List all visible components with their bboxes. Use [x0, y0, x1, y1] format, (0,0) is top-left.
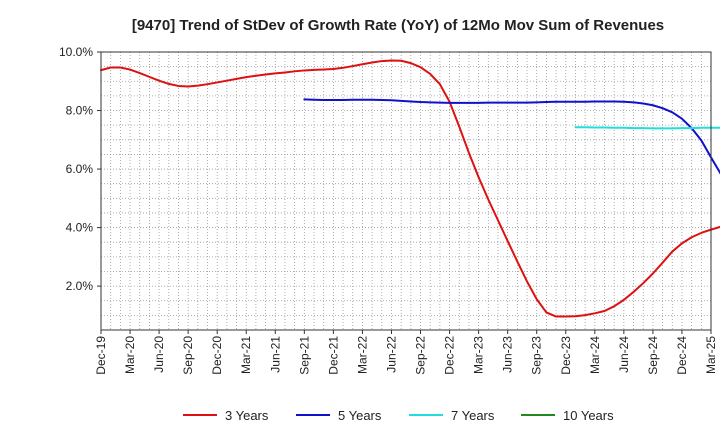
plot-border [100, 51, 712, 331]
x-tick-label: Sep-21 [297, 336, 311, 375]
x-tick-label: Jun-21 [268, 336, 282, 373]
x-tick-label: Jun-22 [384, 336, 398, 373]
chart-title: [9470] Trend of StDev of Growth Rate (Yo… [132, 17, 664, 34]
legend-label-10-years: 10 Years [563, 408, 614, 423]
x-tick-label: Mar-22 [355, 336, 369, 374]
x-tick-label: Jun-23 [501, 336, 515, 373]
plot-area [101, 52, 711, 330]
x-tick-label: Sep-23 [530, 336, 544, 375]
y-tick-label: 6.0% [66, 162, 94, 176]
y-tick-label: 2.0% [66, 279, 94, 293]
x-tick-label: Mar-20 [123, 336, 137, 374]
series-line-7-years [574, 126, 720, 130]
y-tick-label: 4.0% [66, 221, 94, 235]
x-tick-label: Mar-21 [239, 336, 253, 374]
x-tick-label: Dec-22 [443, 336, 457, 375]
x-tick-label: Dec-20 [210, 336, 224, 375]
x-tick-label: Dec-19 [94, 336, 108, 375]
y-axis: 2.0% 4.0% 6.0% 8.0% 10.0% [59, 45, 101, 293]
x-tick-label: Dec-24 [675, 336, 689, 375]
series-line-3-years [100, 59, 720, 318]
x-tick-label: Sep-24 [646, 336, 660, 375]
y-tick-label: 8.0% [66, 104, 94, 118]
x-tick-label: Sep-20 [181, 336, 195, 375]
x-tick-label: Dec-23 [559, 336, 573, 375]
grid [101, 52, 711, 330]
x-tick-label: Mar-24 [588, 336, 602, 374]
legend: 3 Years 5 Years 7 Years 10 Years [183, 408, 614, 423]
legend-label-5-years: 5 Years [338, 408, 382, 423]
y-tick-label: 10.0% [59, 45, 93, 59]
x-axis: Dec-19 Mar-20 Jun-20 Sep-20 Dec-20 Mar-21 Jun-… [94, 330, 718, 375]
x-tick-label: Sep-22 [414, 336, 428, 375]
legend-label-3-years: 3 Years [225, 408, 269, 423]
x-tick-label: Mar-23 [472, 336, 486, 374]
x-tick-label: Mar-25 [704, 336, 718, 374]
legend-label-7-years: 7 Years [451, 408, 495, 423]
series-lines [100, 59, 720, 318]
x-tick-label: Jun-20 [152, 336, 166, 373]
x-tick-label: Dec-21 [326, 336, 340, 375]
x-tick-label: Jun-24 [617, 336, 631, 373]
series-line-5-years [303, 98, 720, 175]
